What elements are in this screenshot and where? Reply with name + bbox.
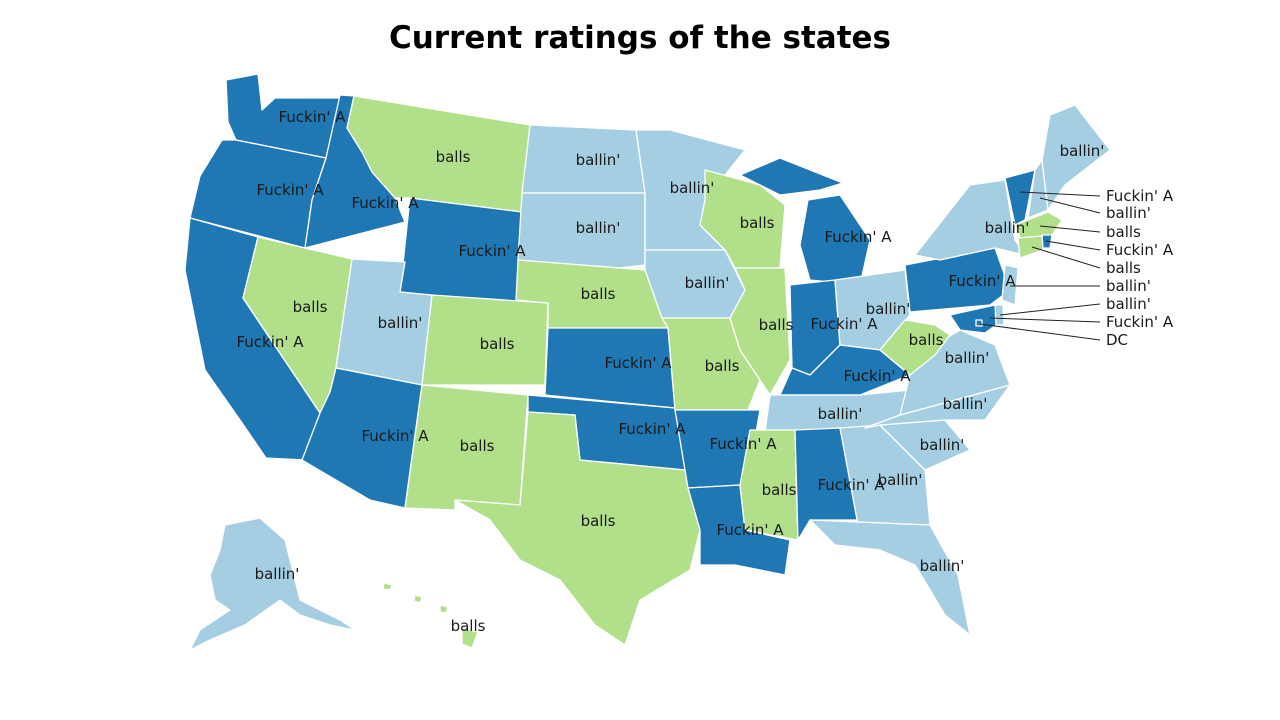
state-label-fl: ballin'	[920, 557, 965, 575]
callout-label: balls	[1106, 259, 1141, 277]
state-label-wi: balls	[740, 214, 775, 232]
state-label-or: Fuckin' A	[256, 181, 324, 199]
state-label-mn: ballin'	[670, 179, 715, 197]
callout-label: DC	[1106, 331, 1128, 349]
callout-leader-line	[1019, 191, 1101, 197]
state-label-oh: ballin'	[866, 300, 911, 318]
state-label-va: ballin'	[945, 349, 990, 367]
callout-label: Fuckin' A	[1106, 241, 1174, 259]
state-label-sc: ballin'	[920, 436, 965, 454]
callout-leader-line	[1045, 240, 1101, 251]
callout-label: ballin'	[1106, 277, 1151, 295]
state-label-wy: Fuckin' A	[458, 242, 526, 260]
state-hi	[382, 582, 479, 649]
state-label-wa: Fuckin' A	[278, 108, 346, 126]
state-ct	[1017, 235, 1044, 259]
callout-label: ballin'	[1106, 204, 1151, 222]
state-label-in: Fuckin' A	[810, 315, 878, 333]
state-ms	[739, 429, 799, 541]
state-ak	[189, 517, 356, 651]
callout-leader-line	[979, 323, 1101, 341]
state-label-nm: balls	[460, 437, 495, 455]
state-label-nd: ballin'	[576, 151, 621, 169]
state-vt	[1004, 169, 1036, 226]
state-label-ks: Fuckin' A	[604, 354, 672, 372]
state-me	[1041, 104, 1111, 211]
state-label-ms: balls	[762, 481, 797, 499]
state-label-ca: Fuckin' A	[236, 333, 304, 351]
map-title: Current ratings of the states	[388, 20, 892, 56]
state-label-tn: ballin'	[818, 405, 863, 423]
callout-leader-line	[1039, 225, 1101, 233]
callout-leader-line	[999, 303, 1101, 316]
state-label-az: Fuckin' A	[361, 427, 429, 445]
state-label-la: Fuckin' A	[716, 521, 784, 539]
state-label-me: ballin'	[1060, 142, 1105, 160]
state-label-ak: ballin'	[255, 565, 300, 583]
state-label-tx: balls	[581, 512, 616, 530]
state-label-nc: ballin'	[943, 395, 988, 413]
state-label-ky: Fuckin' A	[843, 367, 911, 385]
state-sd	[517, 192, 646, 269]
state-al	[794, 427, 859, 541]
state-label-wv: balls	[909, 331, 944, 349]
state-label-mt: balls	[436, 148, 471, 166]
state-label-pa: Fuckin' A	[948, 272, 1016, 290]
state-label-ia: ballin'	[685, 274, 730, 292]
state-label-ok: Fuckin' A	[618, 420, 686, 438]
callout-label: Fuckin' A	[1106, 187, 1174, 205]
callout-leader-line	[1039, 197, 1101, 214]
state-label-mo: balls	[705, 357, 740, 375]
state-shapes	[184, 73, 1111, 651]
state-label-nv: balls	[293, 298, 328, 316]
state-nj	[1001, 264, 1019, 306]
state-label-id: Fuckin' A	[351, 194, 419, 212]
state-label-il: balls	[759, 316, 794, 334]
state-label-ut: ballin'	[378, 314, 423, 332]
state-fl	[809, 519, 971, 636]
state-il	[729, 267, 791, 396]
state-label-ny: ballin'	[985, 219, 1030, 237]
state-label-ne: balls	[581, 285, 616, 303]
callout-leader-line	[989, 317, 1101, 323]
state-label-ga: ballin'	[878, 471, 923, 489]
state-label-mi: Fuckin' A	[824, 228, 892, 246]
callout-label: Fuckin' A	[1106, 313, 1174, 331]
state-label-sd: ballin'	[576, 219, 621, 237]
state-label-co: balls	[480, 335, 515, 353]
state-label-al: Fuckin' A	[817, 476, 885, 494]
state-dc	[975, 319, 983, 327]
callout-label: ballin'	[1106, 295, 1151, 313]
state-md	[949, 304, 997, 334]
state-label-ar: Fuckin' A	[709, 435, 777, 453]
callout-label: balls	[1106, 223, 1141, 241]
callout-leader-line	[1031, 246, 1101, 269]
state-tx	[454, 411, 701, 646]
state-wv	[879, 319, 951, 376]
state-label-hi: balls	[451, 617, 486, 635]
